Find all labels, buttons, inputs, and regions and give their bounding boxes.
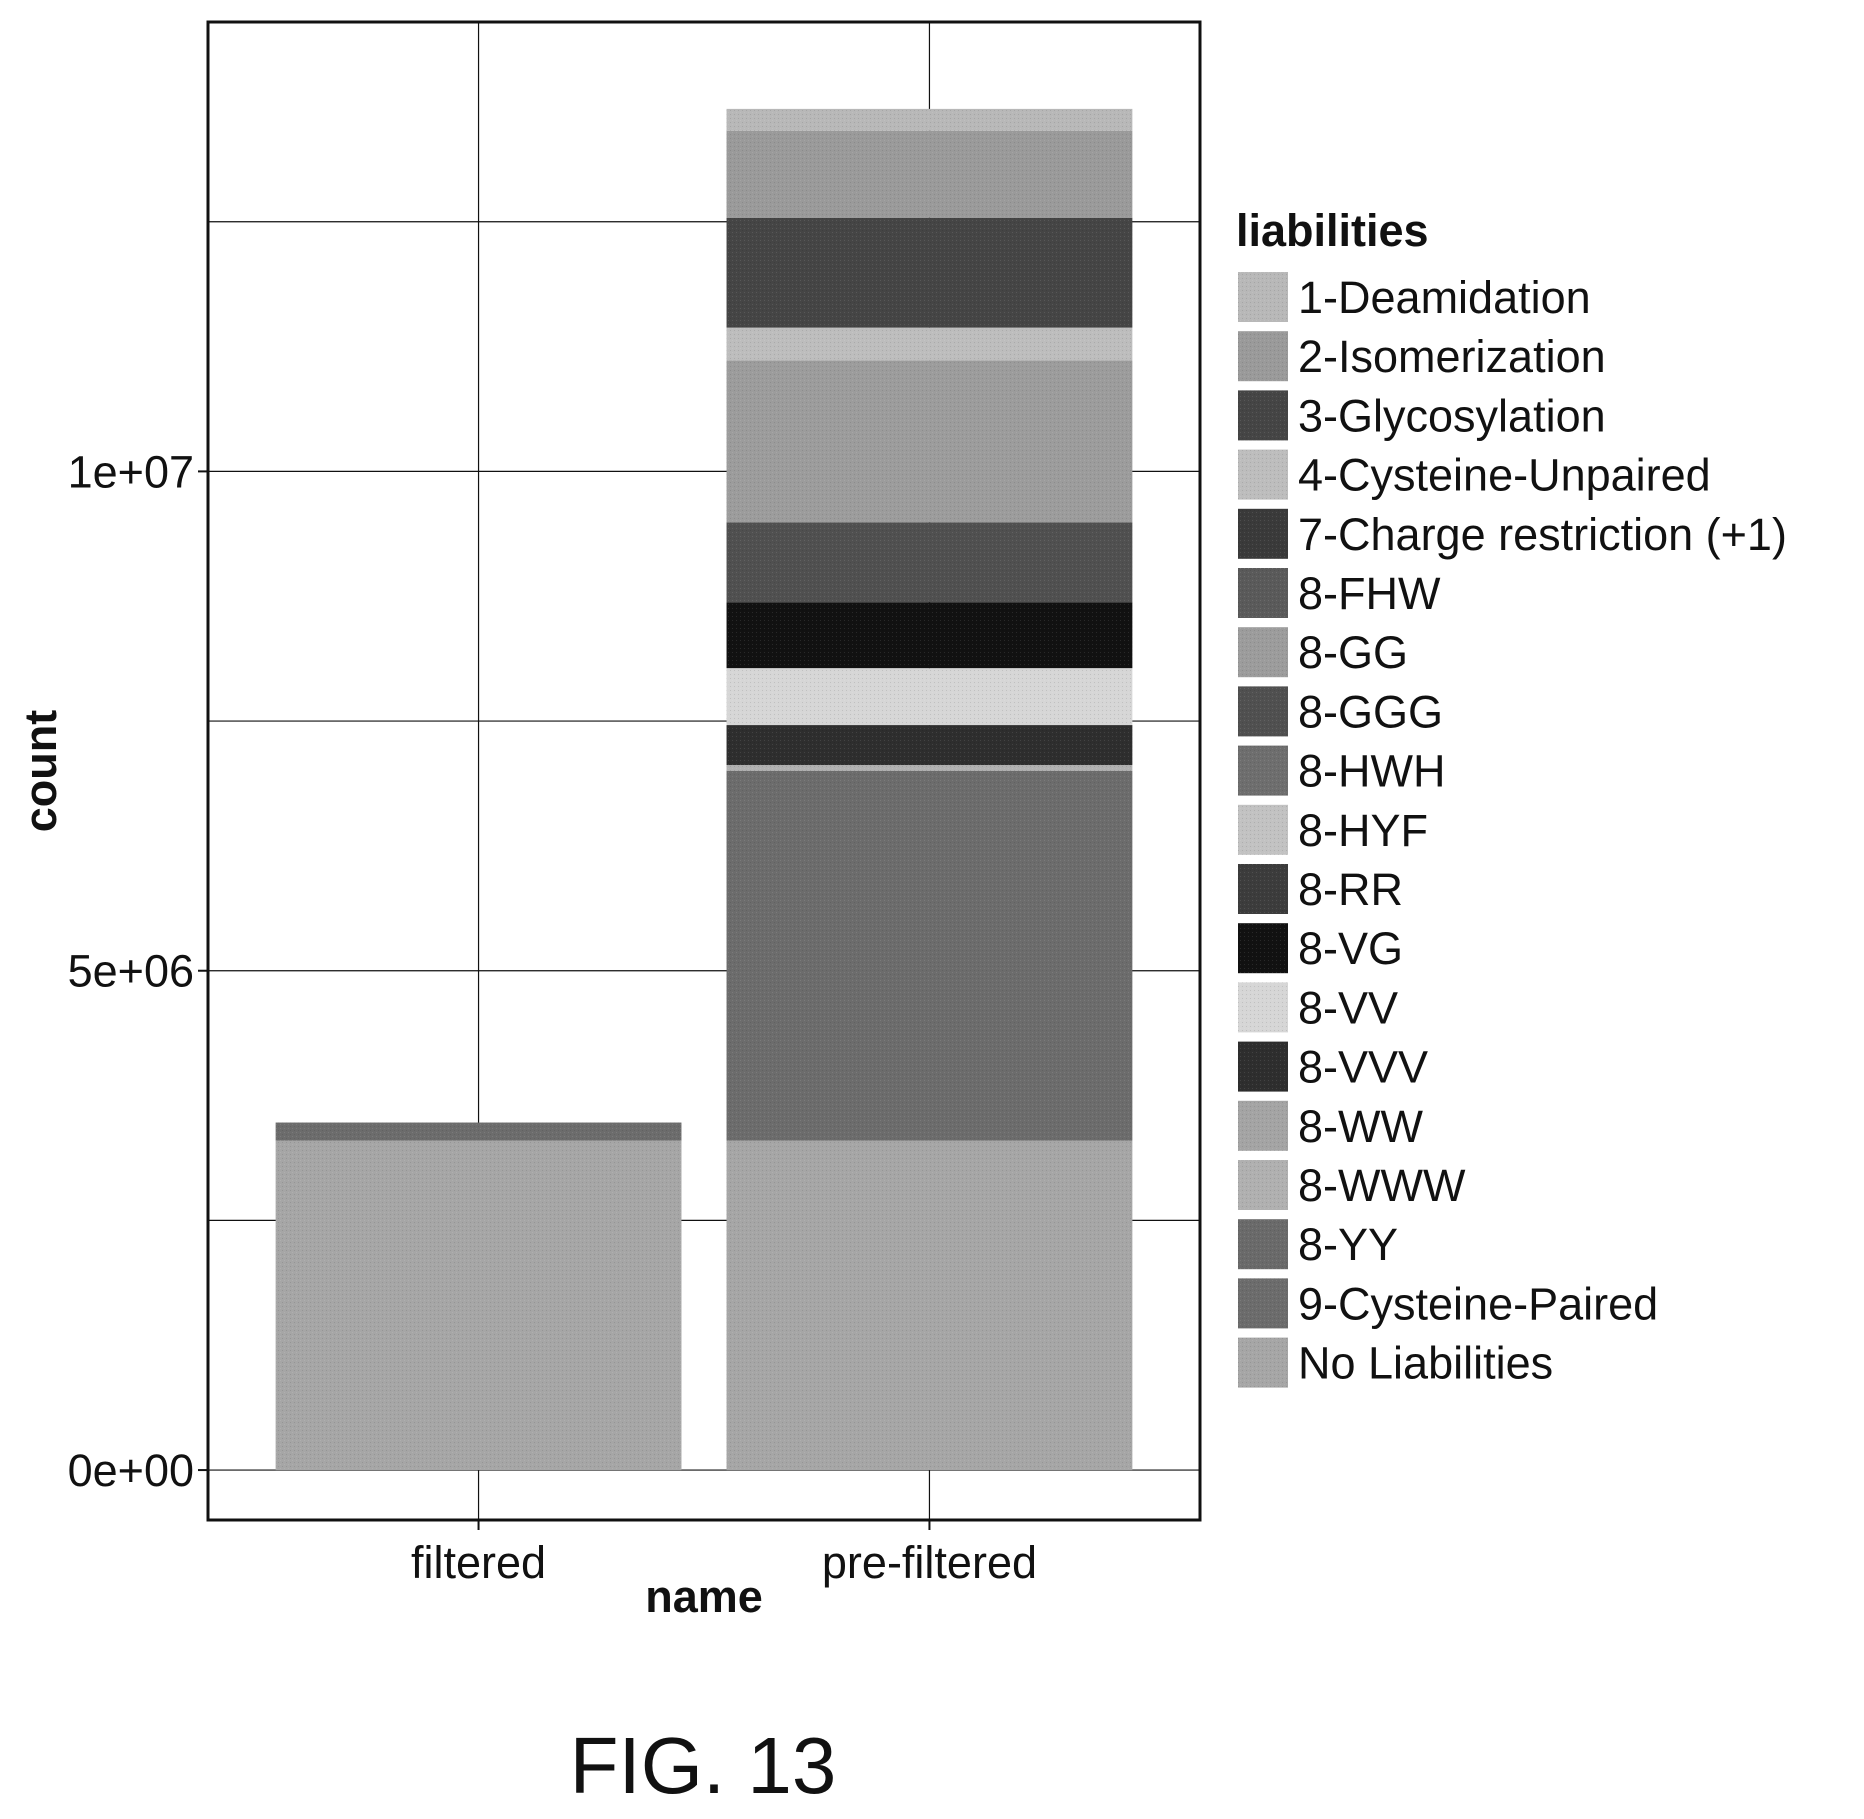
legend-label: 8-HYF <box>1298 805 1428 856</box>
legend-key-texture <box>1238 1041 1288 1092</box>
legend-key-texture <box>1238 1160 1288 1210</box>
bar-segment-texture <box>275 1122 682 1141</box>
legend-label: 8-VVV <box>1298 1042 1428 1093</box>
bar-segment-texture <box>726 217 1133 328</box>
legend-key-texture <box>1238 745 1288 796</box>
legend-key-texture <box>1238 568 1288 618</box>
legend-key-texture <box>1238 1100 1288 1151</box>
bar-segment-texture <box>726 765 1133 771</box>
bar-segment-texture <box>726 725 1133 766</box>
y-axis-ticks: 0e+00 5e+06 1e+07 <box>68 446 208 1496</box>
legend-key-texture <box>1238 390 1288 441</box>
bar-segment-texture <box>726 360 1133 523</box>
y-axis-title: count <box>15 710 66 832</box>
x-axis-ticks: filtered pre-filtered <box>411 1520 1037 1588</box>
legend-key-texture <box>1238 272 1288 322</box>
bars <box>275 108 1133 1471</box>
legend-label: 8-FHW <box>1298 568 1441 619</box>
figure-caption: FIG. 13 <box>570 1721 837 1810</box>
bar-segment-texture <box>726 327 1133 361</box>
bar-segment-texture <box>726 668 1133 726</box>
legend-label: 8-HWH <box>1298 746 1445 797</box>
legend-label: No Liabilities <box>1298 1338 1553 1389</box>
y-tick-label: 0e+00 <box>68 1445 194 1496</box>
bar-segment-texture <box>726 771 1133 1141</box>
bar-segment-texture <box>726 108 1133 131</box>
bar-segment-texture <box>275 1140 682 1471</box>
x-tick-label: pre-filtered <box>822 1537 1037 1588</box>
legend-label: 2-Isomerization <box>1298 331 1606 382</box>
bar-segment-texture <box>726 522 1133 603</box>
legend-title: liabilities <box>1236 205 1429 256</box>
legend-key-texture <box>1238 449 1288 500</box>
legend-label: 8-GG <box>1298 627 1408 678</box>
y-tick-label: 5e+06 <box>68 946 194 997</box>
legend: 1-Deamidation 2-Isomerization 3-Glycosylat… <box>1238 272 1787 1389</box>
plot-panel-border <box>206 20 1202 1522</box>
bar-segment-texture <box>726 1140 1133 1471</box>
legend-label: 8-GGG <box>1298 686 1443 737</box>
legend-label: 8-RR <box>1298 864 1403 915</box>
legend-key-texture <box>1238 686 1288 737</box>
legend-key-texture <box>1238 1278 1288 1329</box>
x-axis-title: name <box>645 1571 763 1622</box>
legend-key-texture <box>1238 864 1288 914</box>
bar-segment-texture <box>726 602 1133 669</box>
legend-label: 8-VV <box>1298 982 1398 1033</box>
legend-key-texture <box>1238 331 1288 382</box>
legend-label: 8-YY <box>1298 1219 1398 1270</box>
legend-label: 8-VG <box>1298 923 1403 974</box>
legend-label: 7-Charge restriction (+1) <box>1298 509 1787 560</box>
legend-key-texture <box>1238 1337 1288 1388</box>
legend-key-texture <box>1238 923 1288 974</box>
legend-key-texture <box>1238 508 1288 559</box>
legend-label: 1-Deamidation <box>1298 272 1591 323</box>
legend-key-texture <box>1238 627 1288 678</box>
legend-label: 8-WW <box>1298 1101 1423 1152</box>
y-tick-label: 1e+07 <box>68 446 194 497</box>
legend-key-texture <box>1238 804 1288 855</box>
legend-label: 3-Glycosylation <box>1298 390 1606 441</box>
x-tick-label: filtered <box>411 1537 546 1588</box>
legend-key-texture <box>1238 1219 1288 1270</box>
bar-segment-texture <box>726 130 1133 218</box>
legend-key-texture <box>1238 982 1288 1033</box>
legend-label: 9-Cysteine-Paired <box>1298 1278 1658 1329</box>
legend-label: 4-Cysteine-Unpaired <box>1298 450 1711 501</box>
legend-label: 8-WWW <box>1298 1160 1466 1211</box>
